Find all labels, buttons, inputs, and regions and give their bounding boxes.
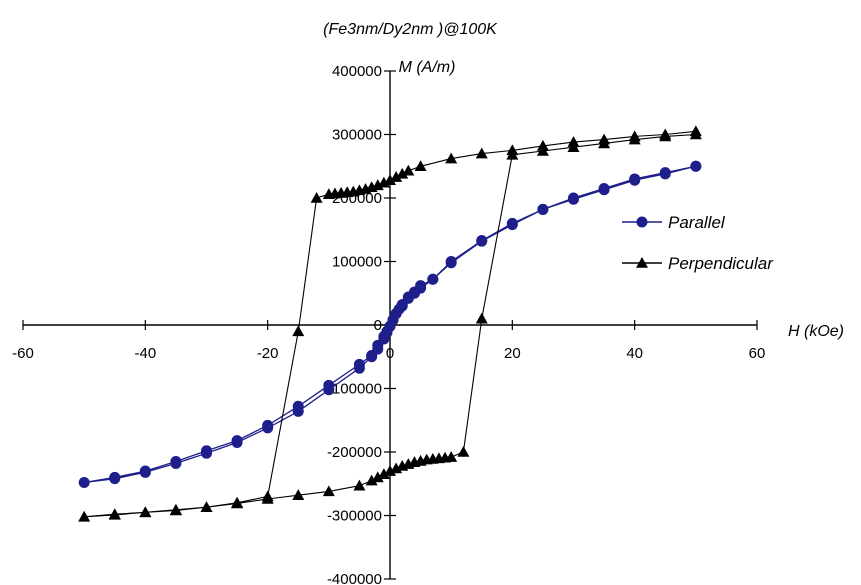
parallel-point <box>324 385 334 395</box>
legend-label-parallel: Parallel <box>668 213 726 232</box>
x-tick-label: 0 <box>386 345 394 362</box>
legend-label-perpendicular: Perpendicular <box>668 254 774 273</box>
parallel-point <box>354 363 364 373</box>
parallel-point <box>79 477 89 487</box>
parallel-point <box>373 344 383 354</box>
parallel-point <box>477 236 487 246</box>
parallel-point <box>660 169 670 179</box>
parallel-point <box>171 458 181 468</box>
perpendicular-point <box>292 325 304 336</box>
parallel-point <box>397 301 407 311</box>
legend: Parallel Perpendicular <box>622 213 774 273</box>
x-axis-title: H (kOe) <box>788 323 844 340</box>
parallel-point <box>538 204 548 214</box>
parallel-point <box>263 423 273 433</box>
perpendicular-point <box>311 192 323 203</box>
y-axis-title: M (A/m) <box>399 59 456 76</box>
x-tick-label: -20 <box>257 345 279 362</box>
x-tick-label: -40 <box>134 345 156 362</box>
perpendicular-point <box>476 313 488 324</box>
parallel-point <box>446 258 456 268</box>
parallel-point <box>569 194 579 204</box>
y-tick-label: 100000 <box>332 254 382 271</box>
legend-marker-parallel <box>637 217 647 227</box>
parallel-point <box>140 467 150 477</box>
parallel-point <box>416 281 426 291</box>
y-tick-label: -300000 <box>327 508 382 525</box>
y-tick-label: 400000 <box>332 63 382 80</box>
parallel-point <box>630 175 640 185</box>
x-tick-label: 20 <box>504 345 521 362</box>
parallel-point <box>507 220 517 230</box>
parallel-point <box>293 406 303 416</box>
y-tick-label: -100000 <box>327 381 382 398</box>
chart-title: (Fe3nm/Dy2nm )@100K <box>323 21 498 38</box>
parallel-point <box>599 185 609 195</box>
parallel-point <box>232 437 242 447</box>
y-tick-label: 0 <box>374 317 382 334</box>
parallel-point <box>110 474 120 484</box>
perpendicular-point <box>457 446 469 457</box>
x-tick-label: 40 <box>626 345 643 362</box>
y-tick-label: -400000 <box>327 571 382 585</box>
y-tick-label: 300000 <box>332 127 382 144</box>
perpendicular-point <box>353 480 365 491</box>
x-tick-label: -60 <box>12 345 34 362</box>
x-tick-label: 60 <box>749 345 766 362</box>
parallel-point <box>202 448 212 458</box>
parallel-point <box>691 161 701 171</box>
parallel-point <box>428 274 438 284</box>
y-tick-label: -200000 <box>327 444 382 461</box>
